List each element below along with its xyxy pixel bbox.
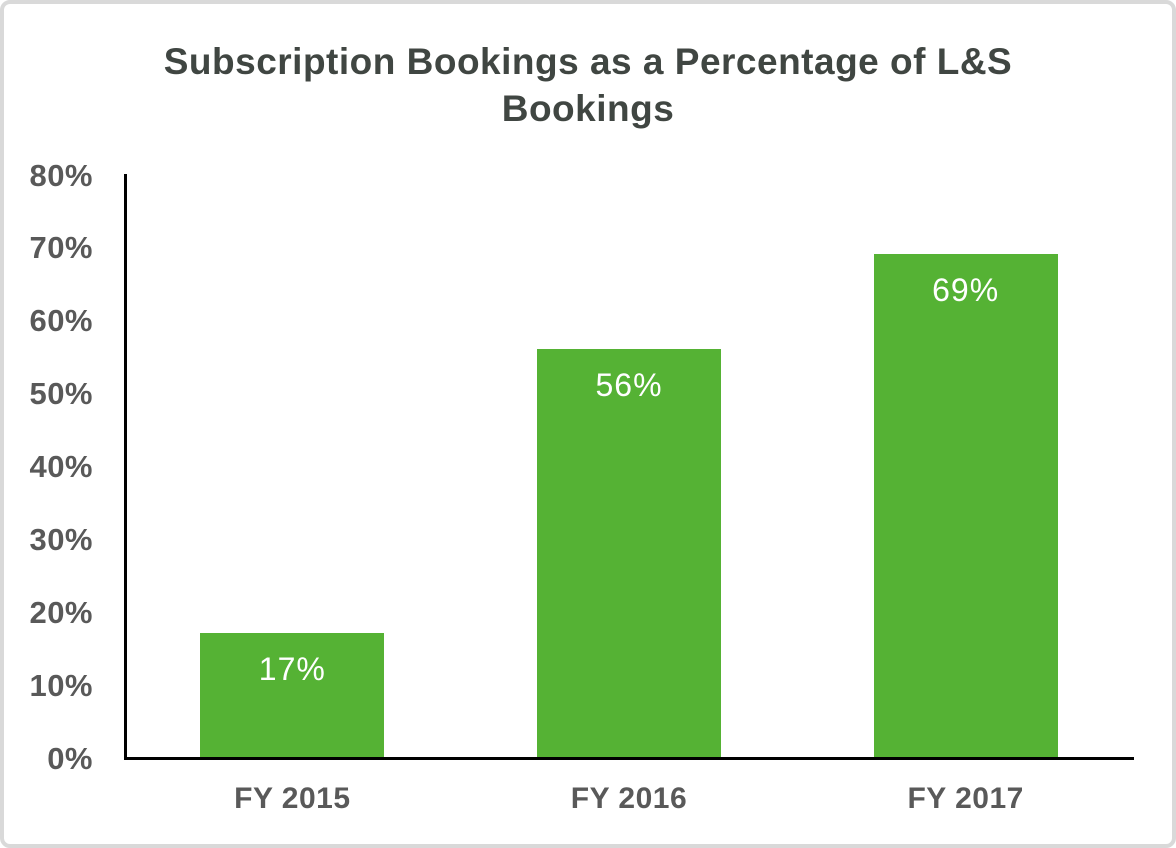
chart-title: Subscription Bookings as a Percentage of… [4, 38, 1172, 133]
y-tick-label: 50% [29, 376, 93, 412]
y-tick-label: 30% [29, 521, 93, 557]
y-tick-label: 40% [29, 449, 93, 484]
y-tick-label: 0% [47, 740, 93, 776]
bar-value-label: 69% [932, 272, 1000, 308]
y-tick-label: 20% [29, 594, 93, 630]
bar-value-label: 56% [595, 367, 663, 403]
chart-title-text: Subscription Bookings as a Percentage of… [163, 41, 1013, 130]
y-tick-label: 10% [29, 667, 93, 703]
x-tick-label-fy-2016: FY 2016 [570, 782, 688, 815]
bar-value-label: 17% [258, 651, 326, 687]
plot-area: 17% 56% 69% [124, 174, 1134, 760]
y-tick-label: 60% [29, 303, 93, 339]
bar-fy-2017: 69% [873, 254, 1058, 757]
bar-fy-2015: 17% [200, 633, 385, 757]
x-tick-label-fy-2015: FY 2015 [234, 782, 351, 815]
x-tick-label-fy-2017: FY 2017 [907, 782, 1024, 815]
y-tick-label: 70% [29, 230, 93, 266]
y-tick-label: 80% [29, 157, 93, 193]
bar-fy-2016: 56% [537, 349, 721, 757]
